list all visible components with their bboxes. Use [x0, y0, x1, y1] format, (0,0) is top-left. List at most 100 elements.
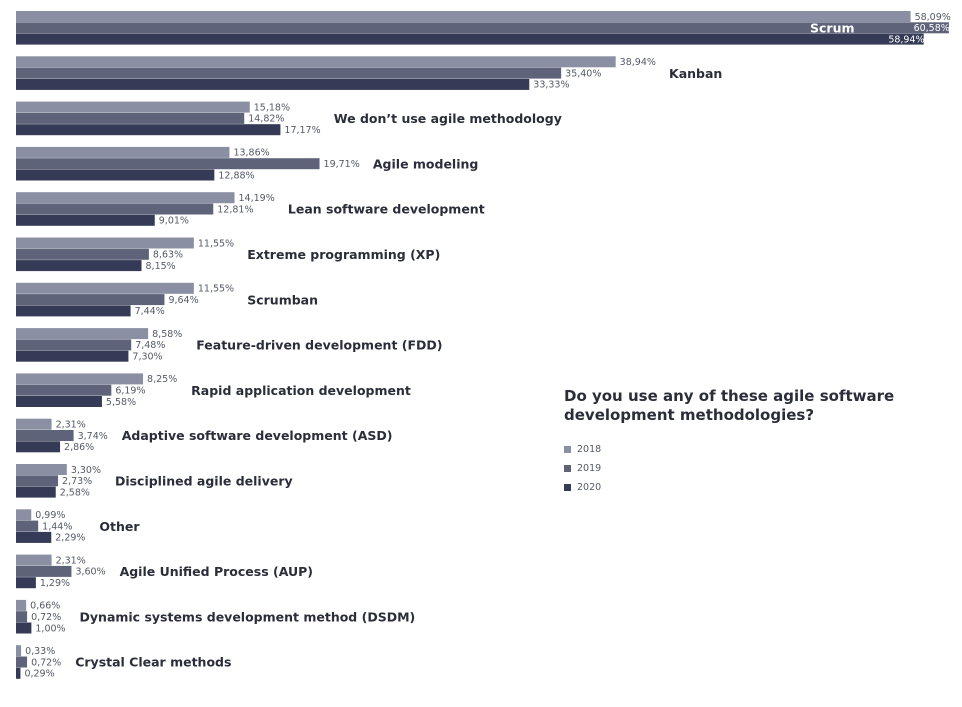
- bar-adaptive-software-development-asd-2018: [16, 418, 52, 430]
- bar-lean-software-development-2020: [16, 214, 155, 226]
- bar-rapid-application-development-2020: [16, 396, 102, 407]
- bar-value-label-scrum-2019: 60,58%: [914, 23, 950, 34]
- category-label-kanban: Kanban: [669, 66, 722, 81]
- bar-value-label-crystal-clear-methods-2020: 0,29%: [24, 669, 54, 680]
- bar-feature-driven-development-fdd-2019: [16, 339, 132, 351]
- bar-lean-software-development-2019: [16, 203, 214, 215]
- bar-value-label-extreme-programming-xp-2019: 8,63%: [153, 250, 183, 261]
- bar-kanban-2019: [16, 67, 562, 79]
- bar-dynamic-systems-development-method-dsdm-2020: [16, 622, 32, 634]
- bar-value-label-agile-modeling-2020: 12,88%: [218, 170, 254, 181]
- bar-value-label-adaptive-software-development-asd-2020: 2,86%: [64, 442, 94, 453]
- legend-label-2019: 2019: [577, 463, 602, 474]
- bar-value-label-we-don-t-use-agile-methodology-2019: 14,82%: [248, 114, 284, 125]
- bar-scrum-2018: [16, 11, 911, 22]
- bar-scrum-2020: [16, 33, 924, 45]
- bar-scrumban-2020: [16, 305, 131, 317]
- bar-value-label-agile-unified-process-aup-2018: 2,31%: [56, 555, 86, 566]
- bar-value-label-agile-unified-process-aup-2020: 1,29%: [40, 578, 70, 589]
- bar-value-label-scrumban-2018: 11,55%: [198, 284, 234, 295]
- bar-value-label-agile-unified-process-aup-2019: 3,60%: [75, 567, 105, 578]
- legend-swatch-2018: [564, 446, 571, 453]
- category-label-disciplined-agile-delivery: Disciplined agile delivery: [115, 473, 293, 488]
- bar-crystal-clear-methods-2019: [16, 656, 28, 668]
- category-label-we-don-t-use-agile-methodology: We don’t use agile methodology: [334, 111, 562, 126]
- bar-value-label-dynamic-systems-development-method-dsdm-2020: 1,00%: [35, 623, 65, 634]
- bar-value-label-adaptive-software-development-asd-2019: 3,74%: [78, 431, 108, 442]
- category-label-dynamic-systems-development-method-dsdm: Dynamic systems development method (DSDM…: [80, 609, 416, 624]
- category-label-crystal-clear-methods: Crystal Clear methods: [75, 655, 231, 670]
- category-label-agile-modeling: Agile modeling: [373, 156, 478, 171]
- category-label-lean-software-development: Lean software development: [288, 202, 485, 217]
- bar-other-2019: [16, 520, 39, 532]
- bar-value-label-other-2018: 0,99%: [35, 510, 65, 521]
- category-label-feature-driven-development-fdd: Feature-driven development (FDD): [196, 338, 442, 353]
- bar-value-label-disciplined-agile-delivery-2018: 3,30%: [71, 465, 101, 476]
- chart-title: Do you use any of these agile software d…: [564, 387, 895, 424]
- bar-crystal-clear-methods-2020: [16, 667, 21, 679]
- category-label-adaptive-software-development-asd: Adaptive software development (ASD): [122, 428, 393, 443]
- bar-value-label-lean-software-development-2019: 12,81%: [217, 204, 253, 215]
- bar-value-label-kanban-2019: 35,40%: [565, 68, 601, 79]
- bar-extreme-programming-xp-2018: [16, 237, 194, 249]
- bar-other-2018: [16, 509, 32, 521]
- bar-value-label-adaptive-software-development-asd-2018: 2,31%: [56, 420, 86, 431]
- bar-value-label-feature-driven-development-fdd-2018: 8,58%: [152, 329, 182, 340]
- category-label-extreme-programming-xp: Extreme programming (XP): [247, 247, 440, 262]
- bar-agile-modeling-2018: [16, 146, 230, 158]
- legend-label-2020: 2020: [577, 482, 602, 493]
- bar-agile-unified-process-aup-2019: [16, 565, 72, 577]
- bar-feature-driven-development-fdd-2018: [16, 328, 149, 340]
- bar-value-label-dynamic-systems-development-method-dsdm-2019: 0,72%: [31, 612, 61, 623]
- legend: 2018 2019 2020: [564, 440, 601, 497]
- bar-value-label-agile-modeling-2019: 19,71%: [324, 159, 360, 170]
- bar-agile-unified-process-aup-2020: [16, 577, 36, 589]
- bar-disciplined-agile-delivery-2020: [16, 486, 56, 498]
- legend-swatch-2019: [564, 465, 571, 472]
- bar-we-don-t-use-agile-methodology-2018: [16, 101, 250, 113]
- legend-swatch-2020: [564, 484, 571, 491]
- bar-value-label-scrum-2020: 58,94%: [888, 34, 924, 45]
- bar-value-label-lean-software-development-2018: 14,19%: [239, 193, 275, 204]
- bar-rapid-application-development-2019: [16, 384, 112, 396]
- bar-extreme-programming-xp-2019: [16, 248, 149, 260]
- bar-value-label-we-don-t-use-agile-methodology-2020: 17,17%: [284, 125, 320, 136]
- bar-value-label-rapid-application-development-2019: 6,19%: [115, 386, 145, 397]
- bar-disciplined-agile-delivery-2019: [16, 475, 59, 487]
- bar-extreme-programming-xp-2020: [16, 260, 142, 272]
- bar-value-label-crystal-clear-methods-2019: 0,72%: [31, 657, 61, 668]
- bar-value-label-crystal-clear-methods-2018: 0,33%: [25, 646, 55, 657]
- bar-adaptive-software-development-asd-2020: [16, 441, 61, 453]
- bar-value-label-disciplined-agile-delivery-2019: 2,73%: [62, 476, 92, 487]
- legend-item-2019: 2019: [564, 459, 601, 478]
- bar-value-label-rapid-application-development-2020: 5,58%: [106, 397, 136, 408]
- bar-disciplined-agile-delivery-2018: [16, 464, 67, 475]
- bar-scrumban-2019: [16, 294, 165, 306]
- bar-value-label-we-don-t-use-agile-methodology-2018: 15,18%: [254, 102, 290, 113]
- category-label-other: Other: [99, 519, 140, 534]
- bar-value-label-feature-driven-development-fdd-2020: 7,30%: [132, 352, 162, 363]
- bar-scrumban-2018: [16, 282, 194, 294]
- bar-value-label-disciplined-agile-delivery-2020: 2,58%: [60, 487, 90, 498]
- legend-item-2018: 2018: [564, 440, 601, 459]
- bar-value-label-kanban-2020: 33,33%: [533, 80, 569, 91]
- bar-value-label-extreme-programming-xp-2018: 11,55%: [198, 238, 234, 249]
- bar-value-label-feature-driven-development-fdd-2019: 7,48%: [135, 340, 165, 351]
- bar-value-label-scrum-2018: 58,09%: [915, 12, 951, 23]
- bar-value-label-extreme-programming-xp-2020: 8,15%: [146, 261, 176, 272]
- bar-we-don-t-use-agile-methodology-2020: [16, 124, 281, 136]
- bar-agile-modeling-2019: [16, 158, 320, 170]
- category-label-agile-unified-process-aup: Agile Unified Process (AUP): [120, 564, 313, 579]
- bar-other-2020: [16, 531, 52, 543]
- bar-lean-software-development-2018: [16, 192, 235, 204]
- bar-value-label-rapid-application-development-2018: 8,25%: [147, 374, 177, 385]
- bar-dynamic-systems-development-method-dsdm-2019: [16, 611, 28, 623]
- bar-value-label-other-2019: 1,44%: [42, 521, 72, 532]
- category-label-scrum: Scrum: [810, 20, 855, 35]
- legend-item-2020: 2020: [564, 478, 601, 497]
- category-label-scrumban: Scrumban: [247, 292, 318, 307]
- bar-value-label-scrumban-2019: 9,64%: [168, 295, 198, 306]
- bar-rapid-application-development-2018: [16, 373, 144, 385]
- bar-we-don-t-use-agile-methodology-2019: [16, 112, 245, 124]
